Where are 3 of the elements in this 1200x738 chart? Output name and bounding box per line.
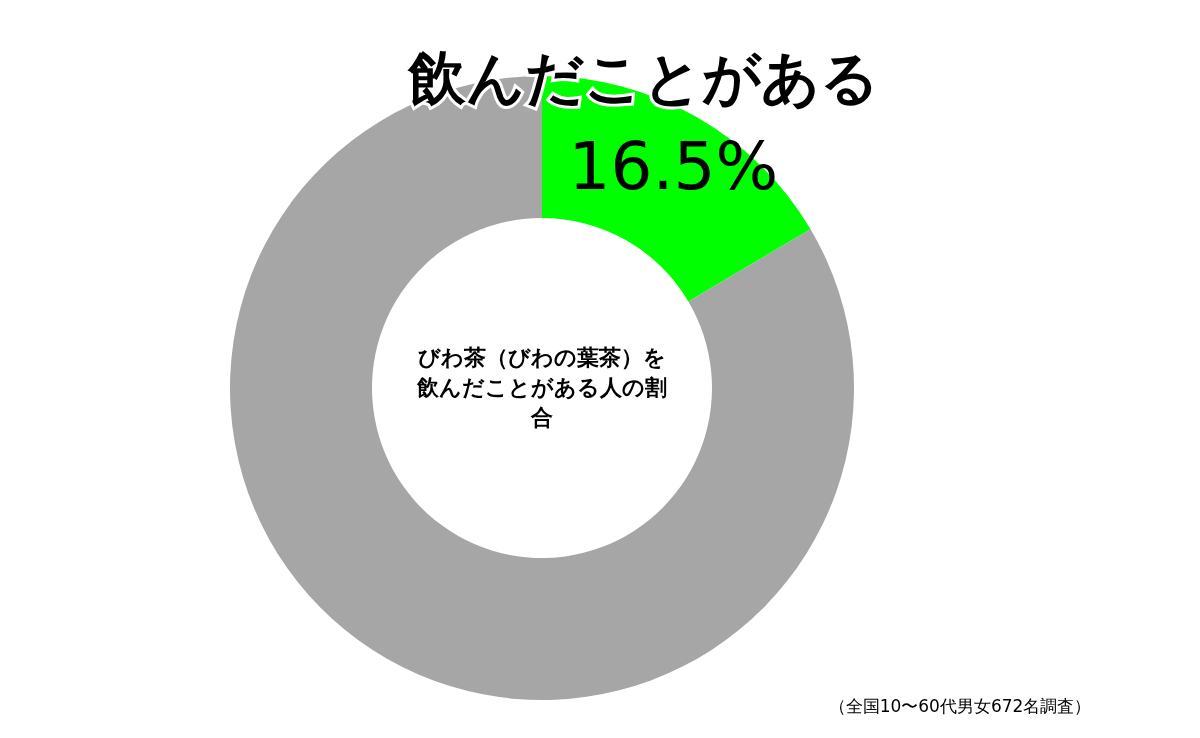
- text: （全国10〜60代男女672名調査）: [828, 696, 1092, 716]
- text: びわ茶（びわの葉茶）を飲んだことがある人の割合: [417, 344, 667, 432]
- data-label: 16.5%: [568, 127, 779, 205]
